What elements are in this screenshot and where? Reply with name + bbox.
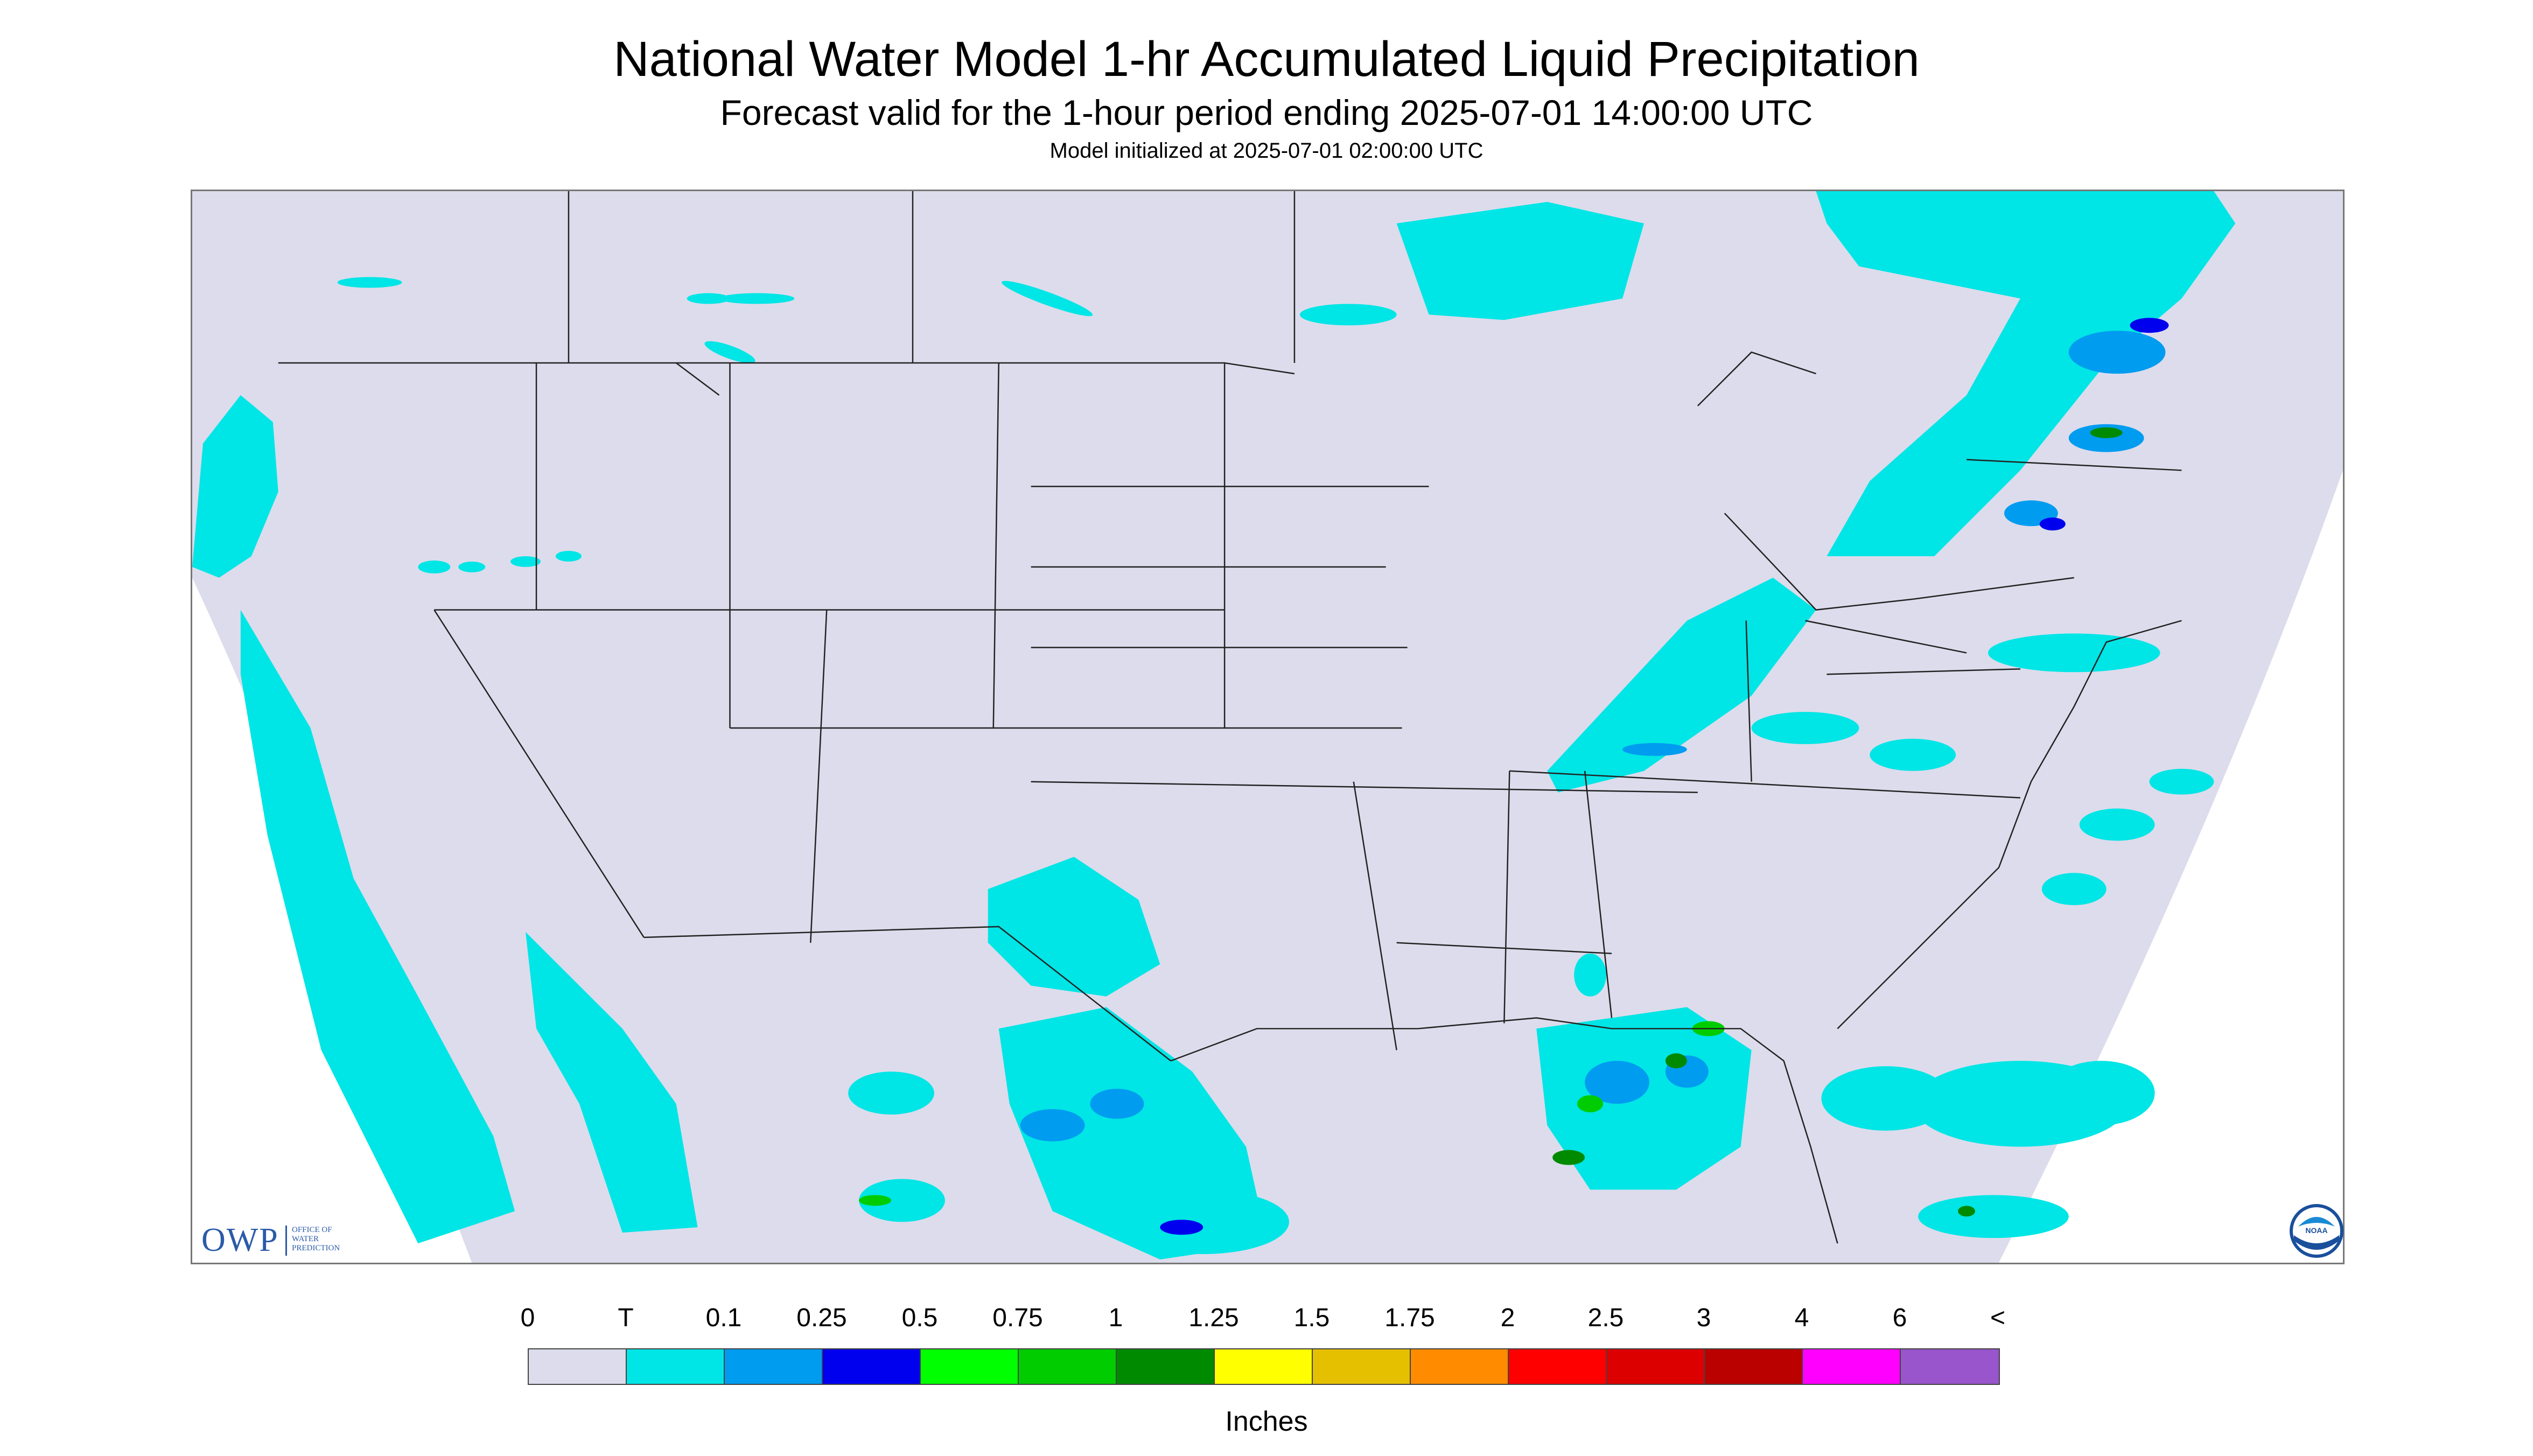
precipitation-layer [192,191,2236,1260]
precip-northeast [1816,191,2236,556]
legend-swatch [1607,1349,1705,1384]
legend-swatch [529,1349,627,1384]
precip-pacific-west [240,610,515,1244]
legend-units: Inches [1225,1406,1308,1437]
precip-texas [988,857,1160,997]
legend-tick-label: 0.1 [705,1304,742,1332]
legend-swatch [1803,1349,1901,1384]
legend-swatch [1705,1349,1803,1384]
map-subtitle: Forecast valid for the 1-hour period end… [720,93,1813,132]
legend-tick-label: T [618,1304,634,1332]
precip-ohio-valley [1547,577,1816,793]
model-init-text: Model initialized at 2025-07-01 02:00:00… [1049,139,1484,163]
map-canvas [192,191,2343,1263]
legend-colorbar [528,1348,2000,1385]
map-title: National Water Model 1-hr Accumulated Li… [613,32,1920,87]
legend-tick-label: 1.5 [1293,1304,1330,1332]
legend-swatch [1509,1349,1607,1384]
legend-tick-label: 3 [1696,1304,1711,1332]
precip-pacific-north [192,395,278,578]
legend-tick-label: 1 [1108,1304,1123,1332]
svg-text:NOAA: NOAA [2305,1226,2327,1235]
legend-tick-label: 6 [1892,1304,1907,1332]
legend-tick-label: 0.75 [992,1304,1043,1332]
precip-gulf [1536,1007,1752,1190]
legend-tick-label: 0 [520,1304,535,1332]
legend-tick-label: < [1990,1304,2006,1332]
legend-labels: 0 T 0.1 0.25 0.5 0.75 1 1.25 1.5 1.75 2 2.5 3 4 6 < [0,1303,2533,1335]
legend-swatch [725,1349,823,1384]
precipitation-map [191,190,2345,1264]
legend-swatch [1411,1349,1509,1384]
owp-logo-text: OWP [201,1222,279,1258]
owp-logo: OWP OFFICE OF WATER PREDICTION [197,1220,369,1261]
owp-logo-subtext: OFFICE OF WATER PREDICTION [292,1226,340,1252]
legend-swatch [1901,1349,1999,1384]
legend-tick-label: 1.75 [1384,1304,1435,1332]
legend-swatch [627,1349,725,1384]
legend-swatch [1019,1349,1117,1384]
legend-tick-label: 4 [1794,1304,1809,1332]
legend-swatch [921,1349,1019,1384]
legend-swatch [1215,1349,1313,1384]
precip-baja [526,932,698,1233]
legend-swatch [1313,1349,1411,1384]
legend-tick-label: 2.5 [1587,1304,1624,1332]
precip-north-central [1396,201,1644,320]
legend-tick-label: 0.25 [796,1304,847,1332]
legend-swatch [1117,1349,1215,1384]
legend-tick-label: 0.5 [901,1304,938,1332]
legend-tick-label: 2 [1500,1304,1515,1332]
noaa-logo: NOAA [2290,1204,2343,1258]
legend-swatch [823,1349,921,1384]
legend-tick-label: 1.25 [1188,1304,1239,1332]
state-boundaries [278,191,2182,1244]
